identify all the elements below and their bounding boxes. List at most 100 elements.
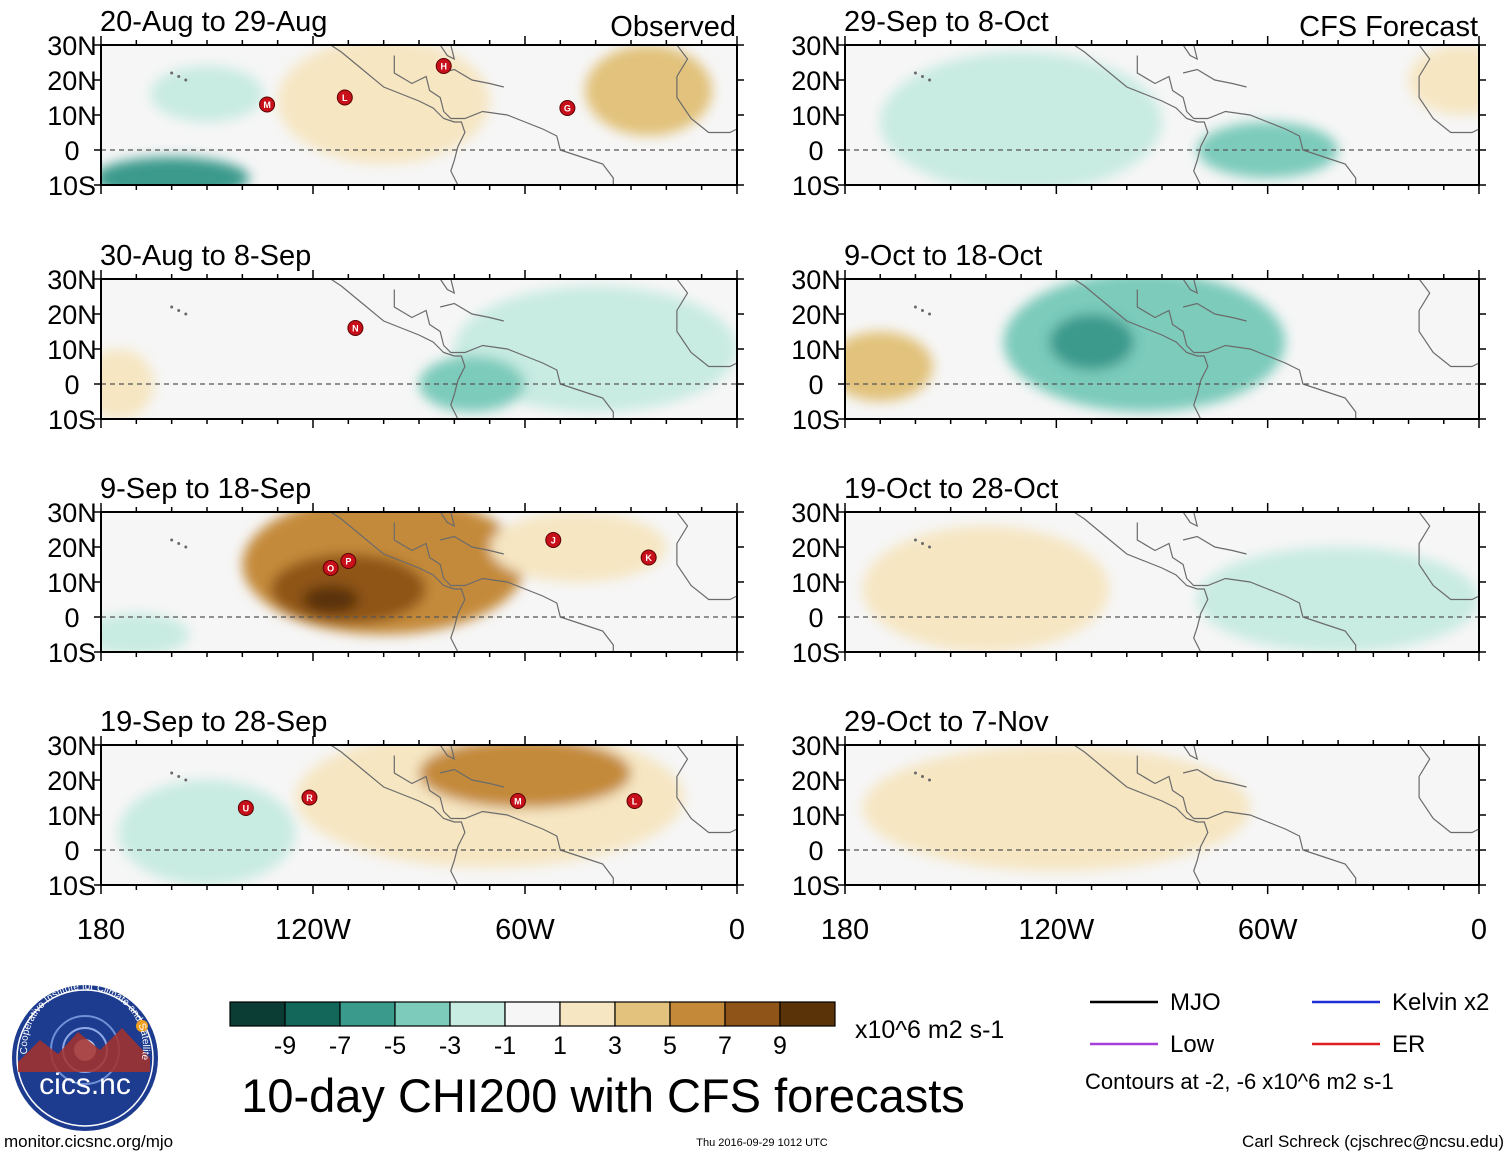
colorbar-tick-label: -1: [494, 1032, 516, 1060]
footer-author: Carl Schreck (cjschrec@ncsu.edu): [1242, 1132, 1504, 1151]
legend-label: ER: [1392, 1031, 1425, 1058]
y-tick-label: 10S: [48, 171, 96, 201]
panel-date-label: 29-Oct to 7-Nov: [844, 706, 1049, 738]
anomaly-blob: [150, 66, 264, 122]
storm-marker: M: [509, 793, 526, 809]
panel-date-label: 20-Aug to 29-Aug: [100, 6, 327, 38]
y-tick-label: 10N: [47, 101, 97, 131]
storm-marker: K: [640, 549, 657, 566]
coastline: [170, 279, 737, 419]
y-tick-label: 30N: [791, 31, 841, 61]
anomaly-blob: [1003, 279, 1286, 412]
anomaly-blob: [1197, 547, 1479, 652]
x-tick-label: 60W: [495, 914, 555, 946]
panel-date-label: 30-Aug to 8-Sep: [100, 240, 311, 272]
panel-header: CFS Forecast: [1299, 11, 1478, 43]
anomaly-blob: [862, 526, 1110, 652]
colorbar-tick-label: 9: [773, 1032, 787, 1060]
panel-date-label: 29-Sep to 8-Oct: [844, 6, 1049, 38]
anomaly-blob: [118, 780, 296, 885]
storm-letter: L: [632, 797, 638, 807]
legend-item: Kelvin x2: [1312, 989, 1489, 1016]
anomaly-blob: [845, 331, 934, 402]
colorbar-tick-label: -3: [439, 1032, 461, 1060]
legend-note: Contours at -2, -6 x10^6 m2 s-1: [1085, 1069, 1394, 1094]
storm-marker: L: [626, 793, 643, 809]
y-tick-label: 30N: [47, 731, 97, 761]
chart-title: 10-day CHI200 with CFS forecasts: [241, 1069, 965, 1122]
colorbar-tick-label: 3: [608, 1032, 622, 1060]
coastline: [170, 512, 737, 652]
y-tick-label: 10N: [47, 801, 97, 831]
legend-label: MJO: [1170, 989, 1221, 1016]
anomaly-blob: [101, 349, 154, 419]
y-tick-label: 20N: [47, 66, 97, 96]
y-tick-label: 0: [808, 136, 823, 166]
anomaly-blob: [277, 45, 490, 164]
colorbar-swatch: [614, 1001, 671, 1027]
colorbar-units: x10^6 m2 s-1: [855, 1016, 1004, 1044]
y-tick-label: 10S: [48, 405, 96, 435]
colorbar: -9 -7 -5 -3 -1 1 3 5 7 9: [229, 1001, 836, 1060]
colorbar-swatch: [504, 1001, 561, 1027]
y-tick-label: 20N: [47, 300, 97, 330]
storm-marker: U: [237, 800, 254, 816]
x-tick-label: 180: [77, 914, 125, 946]
panel-p2: 30N 20N 10N 0 10S 9-Sep to 18-Sep O P J K: [47, 473, 744, 668]
y-tick-label: 0: [64, 603, 79, 633]
y-tick-label: 20N: [791, 300, 841, 330]
storm-letter: J: [551, 536, 556, 546]
legend-item: ER: [1312, 1031, 1425, 1058]
anomaly-blob: [302, 585, 359, 614]
y-tick-label: 20N: [791, 66, 841, 96]
colorbar-tick-label: 5: [663, 1032, 677, 1060]
panel-p4: 30N 20N 10N 0 10S 29-Sep to 8-Oct CFS Forecast: [791, 6, 1486, 201]
y-tick-label: 20N: [791, 533, 841, 563]
colorbar-tick-label: 1: [553, 1032, 567, 1060]
panel-p5: 30N 20N 10N 0 10S 9-Oct to 18-Oct: [791, 240, 1486, 435]
colorbar-tick-label: -7: [329, 1032, 351, 1060]
colorbar-swatch: [559, 1001, 616, 1027]
anomaly-blob: [1049, 314, 1134, 370]
y-tick-label: 10N: [791, 801, 841, 831]
colorbar-swatch: [724, 1001, 781, 1027]
coastline: [913, 279, 1479, 419]
anomaly-blob: [862, 745, 1251, 871]
y-tick-label: 0: [808, 603, 823, 633]
panel-date-label: 9-Oct to 18-Oct: [844, 240, 1042, 272]
panel-p6: 30N 20N 10N 0 10S 19-Oct to 28-Oct: [791, 473, 1486, 668]
storm-letter: O: [327, 564, 334, 574]
coastline: [913, 512, 1479, 652]
y-tick-label: 20N: [47, 766, 97, 796]
y-tick-label: 20N: [47, 533, 97, 563]
storm-letter: M: [514, 797, 522, 807]
anomaly-blob: [101, 157, 250, 185]
x-tick-label: 60W: [1238, 914, 1298, 946]
y-tick-label: 10N: [791, 335, 841, 365]
y-tick-label: 10N: [47, 568, 97, 598]
colorbar-tick-label: -9: [274, 1032, 296, 1060]
x-tick-label: 120W: [1018, 914, 1094, 946]
y-tick-label: 10N: [791, 568, 841, 598]
panel-date-label: 9-Sep to 18-Sep: [100, 473, 311, 505]
y-tick-label: 10S: [792, 638, 840, 668]
legend-item: MJO: [1090, 989, 1221, 1016]
panel-p1: 30N 20N 10N 0 10S 30-Aug to 8-Sep N: [47, 240, 744, 435]
y-tick-label: 0: [64, 136, 79, 166]
storm-marker: G: [559, 100, 576, 116]
panel-date-label: 19-Sep to 28-Sep: [100, 706, 327, 738]
colorbar-tick-label: 7: [718, 1032, 732, 1060]
x-tick-label: 180: [821, 914, 869, 946]
x-axis-labels: 180 120W 60W 0 180 120W 60W 0: [77, 914, 1487, 946]
y-tick-label: 20N: [791, 766, 841, 796]
storm-letter: U: [243, 804, 250, 814]
y-tick-label: 30N: [791, 731, 841, 761]
storm-letter: P: [345, 557, 351, 567]
storm-letter: L: [342, 93, 348, 103]
storm-marker: R: [301, 789, 318, 806]
storm-letter: M: [263, 100, 271, 110]
anomaly-blob: [1408, 45, 1479, 115]
storm-marker: H: [435, 58, 452, 74]
y-tick-label: 30N: [47, 31, 97, 61]
anomaly-blob: [585, 45, 713, 136]
